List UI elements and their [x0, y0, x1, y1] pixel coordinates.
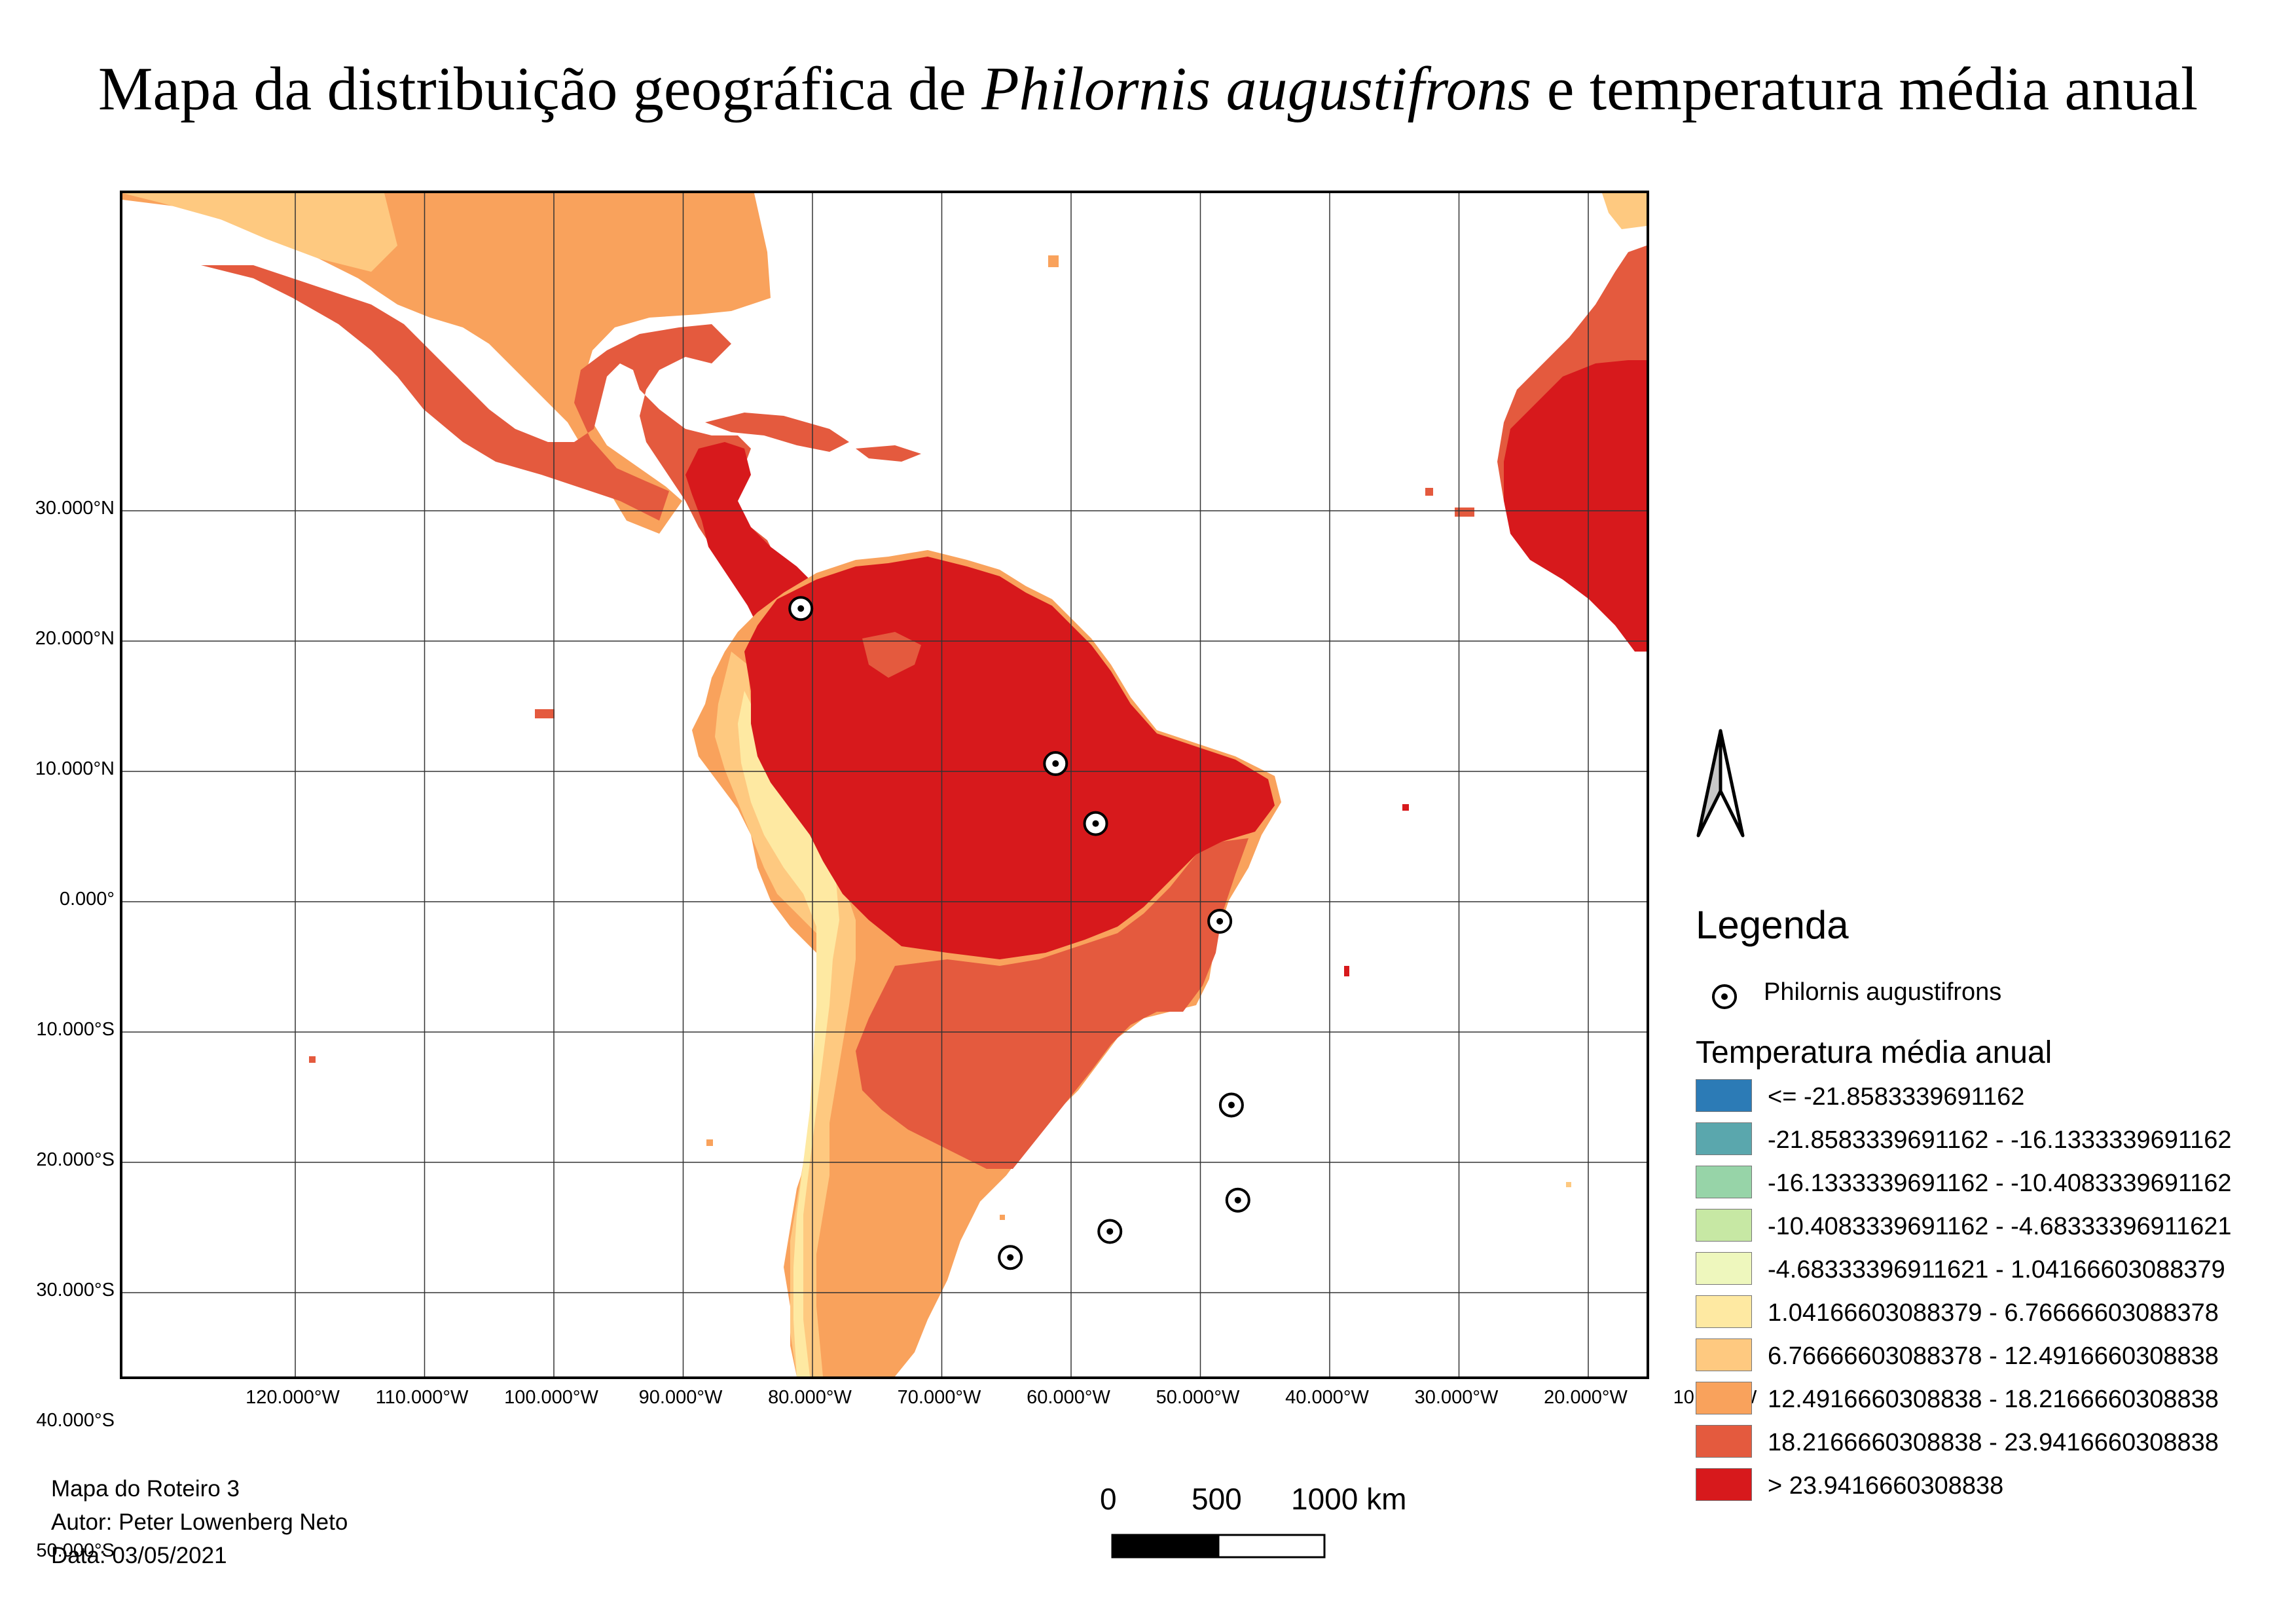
- longitude-label: 90.000°W: [638, 1387, 723, 1408]
- latitude-label: 50.000°S: [36, 1540, 115, 1561]
- longitude-label: 100.000°W: [504, 1387, 598, 1408]
- legend-swatch: [1696, 1425, 1752, 1458]
- legend-class-label: -10.4083339691162 - -4.68333396911621: [1768, 1213, 2232, 1240]
- hispaniola: [856, 445, 921, 462]
- latitude-label: 40.000°S: [36, 1410, 115, 1431]
- legend-class-label: 18.2166660308838 - 23.9416660308838: [1768, 1429, 2219, 1456]
- scale-label-mid: 500: [1192, 1482, 1242, 1516]
- usa-region: [122, 193, 771, 534]
- title-species: Philornis augustifrons: [981, 55, 1532, 123]
- africa-landmass: [1497, 193, 1647, 652]
- graticule: [122, 193, 1647, 1376]
- legend-swatch: [1696, 1468, 1752, 1501]
- island: [1048, 255, 1059, 267]
- occurrence-point: [1083, 811, 1108, 836]
- island: [706, 1139, 713, 1146]
- island: [1000, 1215, 1005, 1220]
- longitude-label: 60.000°W: [1027, 1387, 1110, 1408]
- scale-label-end: 1000 km: [1291, 1482, 1407, 1516]
- longitude-label: 50.000°W: [1156, 1387, 1240, 1408]
- legend-raster-title: Temperatura média anual: [1696, 1035, 2052, 1070]
- latitude-label: 10.000°N: [35, 758, 115, 779]
- occurrence-point: [1218, 1092, 1244, 1118]
- latitude-label: 10.000°S: [36, 1019, 115, 1040]
- latitude-label: 0.000°: [59, 889, 115, 910]
- latitude-label: 30.000°S: [36, 1280, 115, 1301]
- legend-swatch: [1696, 1079, 1752, 1112]
- legend-class-label: <= -21.8583339691162: [1768, 1083, 2025, 1111]
- map-frame: [120, 191, 1649, 1379]
- map-credits: Mapa do Roteiro 3 Autor: Peter Lowenberg…: [51, 1472, 348, 1572]
- islands: [309, 255, 1571, 1220]
- occurrence-points: [788, 596, 1250, 1270]
- longitude-label: 80.000°W: [768, 1387, 852, 1408]
- longitude-label: 40.000°W: [1285, 1387, 1369, 1408]
- longitude-label: 30.000°W: [1414, 1387, 1499, 1408]
- south-east-subtropical: [856, 838, 1248, 1169]
- andes-pale-strip: [738, 691, 839, 1376]
- legend-swatch: [1696, 1166, 1752, 1198]
- credits-author: Autor: Peter Lowenberg Neto: [51, 1509, 348, 1535]
- island: [309, 1056, 316, 1063]
- legend-class-label: -16.1333339691162 - -10.4083339691162: [1768, 1170, 2232, 1197]
- latitude-label: 30.000°N: [35, 498, 115, 519]
- scale-label-zero: 0: [1100, 1482, 1117, 1516]
- island: [1402, 804, 1409, 811]
- island: [1566, 1182, 1571, 1187]
- longitude-label: 120.000°W: [246, 1387, 340, 1408]
- map-title: Mapa da distribuição geográfica de Philo…: [0, 54, 2296, 124]
- occurrence-point: [1097, 1219, 1123, 1244]
- longitude-label: 70.000°W: [897, 1387, 981, 1408]
- africa-north-light: [1602, 193, 1647, 229]
- occurrence-point: [998, 1245, 1023, 1270]
- island: [1455, 507, 1474, 517]
- andes-light-strip: [715, 652, 856, 1376]
- cuba: [705, 413, 849, 452]
- legend-swatch: [1696, 1382, 1752, 1414]
- legend-swatch: [1696, 1252, 1752, 1285]
- legend-swatch: [1696, 1295, 1752, 1328]
- legend-point-label: Philornis augustifrons: [1764, 978, 2002, 1006]
- south-america-landmass: [692, 550, 1281, 1376]
- island: [1425, 488, 1433, 496]
- africa-tropical: [1504, 360, 1647, 652]
- title-suffix: e temperatura média anual: [1531, 55, 2198, 123]
- legend-class-label: 6.76666603088378 - 12.4916660308838: [1768, 1342, 2219, 1370]
- legend-class-label: 1.04166603088379 - 6.76666603088378: [1768, 1299, 2219, 1327]
- map-canvas: [122, 193, 1647, 1376]
- legend-class-label: > 23.9416660308838: [1768, 1472, 2004, 1500]
- legend-swatch: [1696, 1209, 1752, 1242]
- legend-class-label: 12.4916660308838 - 18.2166660308838: [1768, 1386, 2219, 1413]
- legend-title: Legenda: [1696, 903, 1849, 947]
- occurrence-point: [1225, 1187, 1250, 1213]
- credits-date: Data: 03/05/2021: [51, 1543, 227, 1568]
- longitude-label: 110.000°W: [375, 1387, 469, 1408]
- legend-class-label: -21.8583339691162 - -16.1333339691162: [1768, 1126, 2232, 1154]
- legend-swatch: [1696, 1338, 1752, 1371]
- mexico-region: [201, 265, 823, 652]
- credits-line: Mapa do Roteiro 3: [51, 1476, 240, 1502]
- island: [1344, 966, 1349, 976]
- legend-swatch: [1696, 1122, 1752, 1155]
- island: [535, 709, 555, 718]
- latitude-label: 20.000°S: [36, 1149, 115, 1170]
- occurrence-point: [1043, 751, 1068, 777]
- scale-bar: [1111, 1534, 1327, 1563]
- title-prefix: Mapa da distribuição geográfica de: [98, 55, 982, 123]
- usa-light-region: [122, 193, 397, 272]
- occurrence-point: [1207, 908, 1233, 934]
- latitude-label: 20.000°N: [35, 628, 115, 649]
- north-arrow-icon: [1696, 728, 1745, 841]
- occurrence-point: [788, 596, 814, 621]
- longitude-label: 20.000°W: [1544, 1387, 1628, 1408]
- legend-class-label: -4.68333396911621 - 1.04166603088379: [1768, 1256, 2225, 1283]
- occurrence-point-icon: [1710, 982, 1739, 1014]
- guiana-highland-patch: [862, 632, 921, 678]
